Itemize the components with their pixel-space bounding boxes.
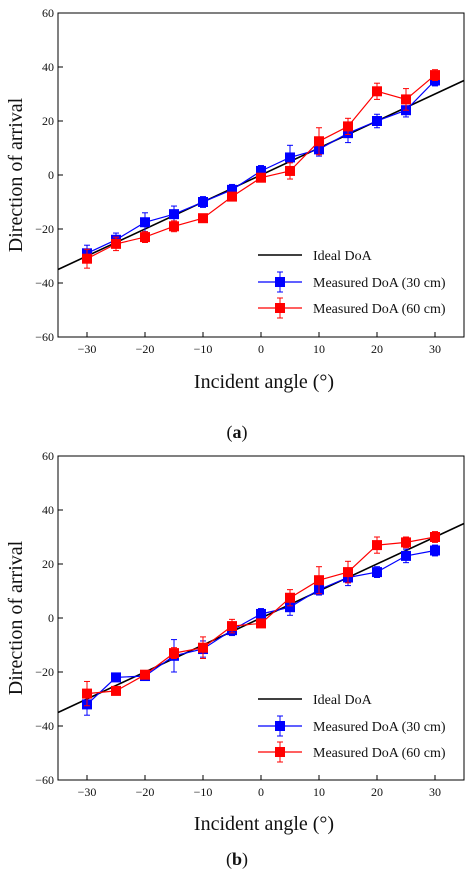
series-60cm-point-b <box>169 648 179 659</box>
series-60cm-point-a <box>401 94 411 105</box>
series-60cm-point-a <box>343 121 353 132</box>
chart-panel-a: −30 −20 −10 0 10 20 30 −60 −40 −20 0 20 40 60 Inciden… <box>5 6 465 443</box>
series-60cm-point-a <box>372 86 382 97</box>
series-30cm-point-a <box>198 197 208 207</box>
y-tick-label-b: −60 <box>35 773 54 787</box>
x-tick-label-b: −10 <box>194 785 213 799</box>
legend-60cm-marker-a <box>275 303 285 313</box>
series-30cm-point-a <box>372 116 382 126</box>
x-tick-label-b: −30 <box>78 785 97 799</box>
legend-30cm-label-b: Measured DoA (30 cm) <box>313 720 446 735</box>
y-tick-label-b: 40 <box>42 503 54 517</box>
y-tick-label-a: 60 <box>42 6 54 20</box>
x-axis-title-text-a: Incident angle (°) <box>194 371 334 393</box>
legend-60cm-label-b: Measured DoA (60 cm) <box>313 746 446 761</box>
x-tick-label-a: −20 <box>136 342 155 356</box>
series-30cm-point-b <box>256 608 266 619</box>
legend-a: Ideal DoA Measured DoA (30 cm) Measured … <box>258 249 446 319</box>
plot-marks-b <box>57 522 465 716</box>
series-30cm-point-a <box>169 209 179 220</box>
x-axis-title-b: Incident angle (°) <box>194 813 334 835</box>
panel-caption-b: (b) <box>226 849 248 870</box>
series-30cm-point-a <box>256 165 266 176</box>
y-tick-label-a: 0 <box>48 168 54 182</box>
x-axis-title-a: Incident angle (°) <box>194 371 334 393</box>
series-30cm-point-a <box>285 152 295 163</box>
x-tick-label-b: 10 <box>313 785 325 799</box>
series-60cm-point-b <box>430 532 440 542</box>
series-30cm-point-a <box>140 217 150 228</box>
series-60cm-point-a <box>169 221 179 232</box>
y-tick-label-a: −60 <box>35 330 54 344</box>
x-axis-title-text-b: Incident angle (°) <box>194 813 334 835</box>
x-tick-label-a: 10 <box>313 342 325 356</box>
series-60cm-point-b <box>198 642 208 653</box>
series-30cm-point-b <box>285 602 295 613</box>
series-30cm-point-b <box>401 550 411 561</box>
series-60cm-point-a <box>430 70 440 81</box>
series-30cm-point-b <box>111 672 121 683</box>
y-tick-label-b: −20 <box>35 665 54 679</box>
series-60cm-point-a <box>140 232 150 243</box>
y-tick-label-a: −40 <box>35 276 54 290</box>
x-tick-label-b: 0 <box>258 785 264 799</box>
series-60cm-point-b <box>401 537 411 548</box>
y-tick-label-a: 40 <box>42 60 54 74</box>
x-tick-label-a: 30 <box>429 342 441 356</box>
legend-60cm-label-a: Measured DoA (60 cm) <box>313 302 446 317</box>
series-60cm-point-a <box>256 172 266 183</box>
legend-ideal-label-a: Ideal DoA <box>313 249 373 264</box>
series-60cm-point-b <box>111 685 121 696</box>
series-30cm-point-b <box>372 567 382 578</box>
series-60cm-point-b <box>285 592 295 603</box>
y-tick-label-b: 20 <box>42 557 54 571</box>
y-tick-label-b: 60 <box>42 449 54 463</box>
x-tick-label-a: −10 <box>194 342 213 356</box>
x-tick-label-b: 20 <box>371 785 383 799</box>
legend-ideal-label-b: Ideal DoA <box>313 693 373 708</box>
series-60cm-point-a <box>82 253 92 264</box>
legend-30cm-marker-a <box>275 277 285 287</box>
legend-b: Ideal DoA Measured DoA (30 cm) Measured … <box>258 693 446 763</box>
panel-caption-a: (a) <box>227 422 248 443</box>
series-60cm-point-b <box>372 540 382 551</box>
x-tick-label-a: 0 <box>258 342 264 356</box>
y-tick-label-b: −40 <box>35 719 54 733</box>
legend-30cm-marker-b <box>275 721 285 731</box>
x-tick-label-a: −30 <box>78 342 97 356</box>
x-tick-label-b: 30 <box>429 785 441 799</box>
plot-marks-a <box>57 69 465 271</box>
y-tick-label-b: 0 <box>48 611 54 625</box>
series-60cm-point-b <box>82 688 92 699</box>
series-60cm-point-a <box>111 238 121 249</box>
chart-panel-b: −30 −20 −10 0 10 20 30 −60 −40 −20 0 20 40 60 Inciden… <box>5 449 465 870</box>
axis-ticks-b: −30 −20 −10 0 10 20 30 −60 −40 −20 0 20 40 60 <box>35 449 441 799</box>
y-tick-label-a: −20 <box>35 222 54 236</box>
series-60cm-point-b <box>314 575 324 586</box>
y-tick-label-a: 20 <box>42 114 54 128</box>
y-axis-title-a: Direction of arrival <box>5 97 27 252</box>
y-axis-title-b: Direction of arrival <box>5 540 27 695</box>
legend-60cm-marker-b <box>275 747 285 757</box>
axis-ticks-a: −30 −20 −10 0 10 20 30 −60 −40 −20 0 20 40 60 <box>35 6 441 356</box>
series-30cm-point-b <box>430 545 440 556</box>
series-60cm-point-b <box>256 618 266 629</box>
series-60cm-point-a <box>198 213 208 224</box>
series-60cm-point-a <box>314 136 324 147</box>
series-30cm-point-a <box>227 184 237 195</box>
legend-30cm-label-a: Measured DoA (30 cm) <box>313 276 446 291</box>
x-tick-label-b: −20 <box>136 785 155 799</box>
series-60cm-point-b <box>140 669 150 680</box>
series-60cm-point-b <box>227 621 237 632</box>
x-tick-label-a: 20 <box>371 342 383 356</box>
series-60cm-point-a <box>285 165 295 176</box>
series-60cm-point-b <box>343 567 353 578</box>
series-60cm-point-a <box>227 191 237 202</box>
